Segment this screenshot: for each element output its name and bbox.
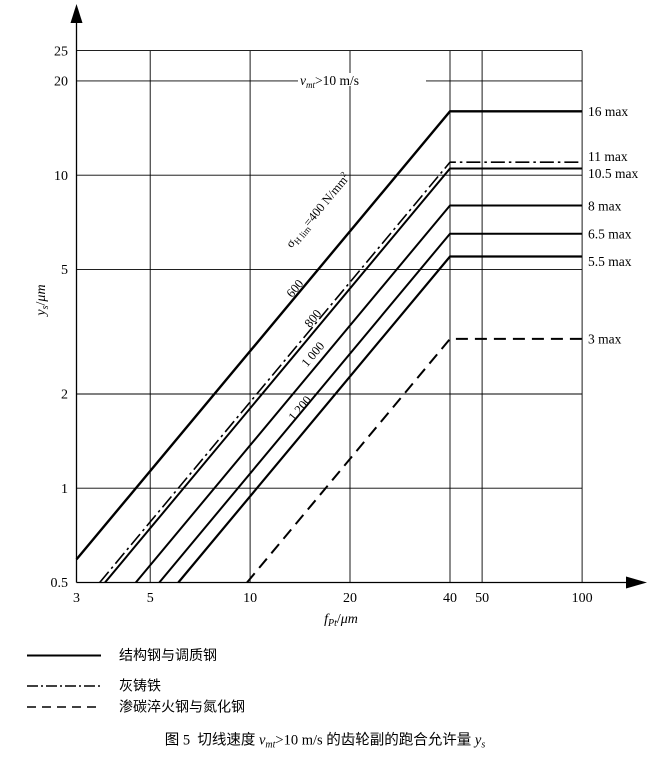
svg-text:1: 1	[61, 482, 68, 497]
svg-text:20: 20	[343, 591, 357, 606]
svg-text:10: 10	[54, 169, 68, 184]
svg-text:600: 600	[284, 277, 307, 300]
svg-text:5.5 max: 5.5 max	[588, 254, 632, 269]
svg-text:800: 800	[302, 307, 325, 330]
svg-text:2: 2	[61, 388, 68, 403]
svg-text:25: 25	[54, 45, 68, 60]
svg-text:渗碳淬火钢与氮化钢: 渗碳淬火钢与氮化钢	[119, 700, 245, 716]
svg-text:50: 50	[475, 591, 489, 606]
svg-text:6.5 max: 6.5 max	[588, 227, 632, 242]
svg-text:fPt/μm: fPt/μm	[324, 612, 358, 629]
svg-text:11 max: 11 max	[588, 149, 628, 164]
svg-text:结构钢与调质钢: 结构钢与调质钢	[119, 648, 217, 664]
svg-text:16 max: 16 max	[588, 104, 628, 119]
svg-text:20: 20	[54, 75, 68, 90]
svg-text:100: 100	[572, 591, 593, 606]
svg-text:5: 5	[147, 591, 154, 606]
svg-text:ys/μm: ys/μm	[34, 284, 51, 317]
svg-text:灰铸铁: 灰铸铁	[119, 679, 161, 695]
svg-text:5: 5	[61, 263, 68, 278]
svg-text:10.5 max: 10.5 max	[588, 166, 638, 181]
svg-text:3 max: 3 max	[588, 332, 622, 347]
svg-text:40: 40	[443, 591, 457, 606]
svg-text:0.5: 0.5	[51, 576, 69, 591]
svg-text:图 5 切线速度 vmt>10 m/s 的齿轮副的跑合允许: 图 5 切线速度 vmt>10 m/s 的齿轮副的跑合允许量 ys	[165, 732, 486, 751]
svg-text:8 max: 8 max	[588, 199, 622, 214]
svg-text:3: 3	[73, 591, 80, 606]
svg-text:10: 10	[243, 591, 257, 606]
